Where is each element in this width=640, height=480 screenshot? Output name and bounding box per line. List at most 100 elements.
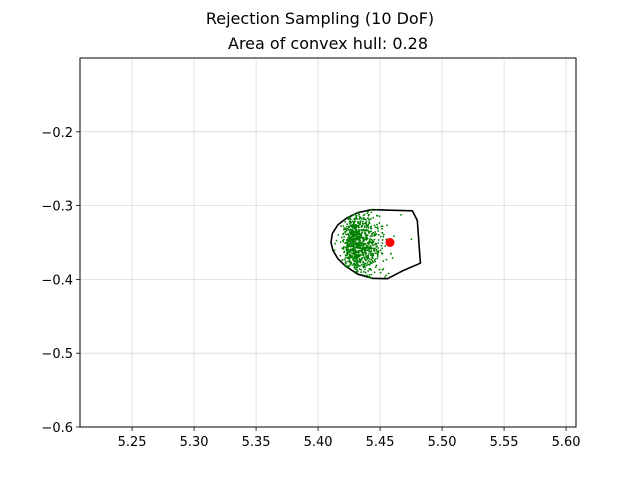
sample-point: [374, 226, 377, 229]
sample-point: [347, 265, 350, 268]
y-axis-ticks: −0.2 −0.3 −0.4 −0.5 −0.6: [41, 126, 80, 436]
sample-point: [352, 237, 355, 240]
sample-point: [367, 254, 369, 257]
sample-point: [375, 214, 378, 217]
sample-point: [367, 260, 370, 262]
sample-point: [348, 237, 350, 240]
sample-point: [373, 224, 376, 227]
sample-point: [391, 257, 394, 260]
sample-point: [377, 234, 380, 236]
sample-point: [357, 243, 360, 246]
mean-marker: [385, 238, 395, 247]
sample-point: [358, 218, 361, 220]
sample-point: [374, 252, 377, 255]
sample-point: [367, 226, 370, 229]
sample-point: [364, 221, 367, 224]
sample-point: [381, 242, 384, 245]
sample-point: [361, 231, 364, 234]
sample-point: [362, 216, 365, 219]
sample-point: [351, 248, 354, 251]
sample-point: [356, 266, 359, 269]
sample-point: [354, 268, 357, 271]
x-tick-label: 5.50: [428, 435, 457, 450]
sample-point: [374, 266, 377, 269]
sample-point: [349, 230, 351, 233]
sample-point: [348, 251, 351, 253]
sample-point: [376, 252, 378, 254]
sample-point: [375, 233, 377, 235]
sample-point: [355, 254, 358, 257]
sample-point: [366, 249, 369, 252]
sample-point: [367, 217, 370, 220]
sample-point: [357, 263, 359, 266]
sample-point: [355, 216, 358, 218]
chart-subtitle: Area of convex hull: 0.28: [228, 34, 428, 53]
sample-point: [347, 233, 350, 236]
sample-point: [371, 235, 373, 238]
sample-point: [382, 260, 385, 262]
sample-point: [355, 230, 358, 233]
sample-point: [360, 233, 363, 236]
sample-point: [370, 238, 373, 241]
sample-point: [363, 262, 366, 265]
sample-point: [361, 256, 364, 259]
gridlines: [80, 58, 576, 428]
sample-point: [349, 240, 352, 243]
sample-point: [360, 226, 363, 228]
sample-point: [367, 211, 370, 213]
sample-point: [357, 220, 359, 223]
sample-point: [349, 254, 352, 257]
sample-point: [368, 268, 371, 270]
sample-point: [367, 246, 370, 249]
sample-point: [335, 239, 338, 242]
sample-point: [369, 238, 371, 240]
y-tick-label: −0.5: [41, 347, 73, 362]
sample-point: [370, 230, 372, 233]
sample-point: [364, 266, 366, 268]
sample-point: [368, 275, 370, 278]
sample-point: [353, 253, 355, 256]
sample-point: [364, 234, 367, 236]
sample-point: [372, 216, 375, 219]
sample-point: [352, 221, 355, 224]
sample-point: [371, 242, 374, 245]
sample-point: [380, 252, 383, 254]
sample-point: [366, 256, 369, 259]
sample-point: [374, 260, 376, 263]
sample-point: [339, 254, 342, 257]
sample-point: [373, 249, 375, 252]
sample-point: [368, 263, 371, 266]
sample-point: [380, 225, 383, 228]
sample-point: [347, 241, 349, 244]
sample-point: [349, 223, 352, 225]
sample-point: [360, 263, 363, 266]
sample-point: [370, 258, 373, 261]
sample-point: [365, 228, 368, 231]
sample-point: [356, 261, 358, 264]
y-tick-label: −0.6: [41, 421, 73, 436]
sample-point: [367, 270, 369, 272]
sample-point: [344, 241, 347, 244]
sample-point: [360, 269, 363, 271]
x-tick-label: 5.35: [242, 435, 271, 450]
sample-point: [366, 212, 369, 215]
sample-point: [386, 224, 388, 227]
sample-point: [347, 260, 349, 263]
sample-point: [342, 225, 345, 227]
sample-point: [382, 233, 385, 236]
sample-point: [365, 226, 368, 229]
sample-point: [364, 218, 367, 221]
sample-point: [345, 225, 348, 228]
sample-point: [367, 253, 370, 255]
sample-point: [376, 257, 379, 260]
sample-point: [355, 224, 358, 226]
sample-point: [361, 250, 364, 252]
sample-point: [337, 234, 340, 236]
sample-point: [352, 214, 355, 217]
sample-point: [356, 218, 358, 221]
sample-point: [363, 256, 366, 259]
sample-point: [344, 260, 347, 263]
sample-point: [357, 233, 360, 236]
sample-point: [347, 228, 350, 231]
